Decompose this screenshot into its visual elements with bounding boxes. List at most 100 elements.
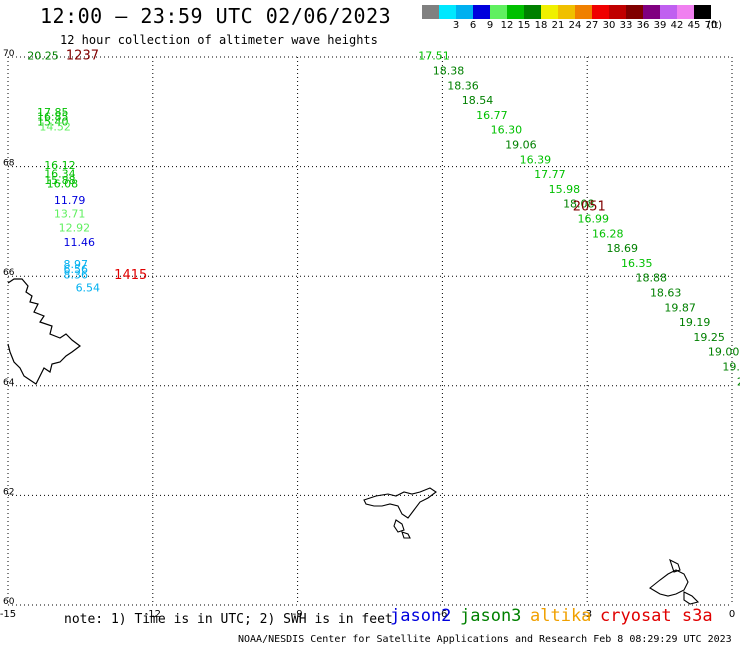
lon-tick-label: -12: [145, 609, 161, 620]
satellite-label-jason3: jason3: [460, 606, 522, 626]
wave-height-label: 19.74: [722, 360, 740, 373]
wave-height-label: 17.77: [534, 168, 566, 181]
wave-height-label: 8.97: [64, 258, 89, 271]
wave-height-label: 17.85: [37, 106, 69, 119]
wave-height-label: 17.51: [418, 50, 450, 63]
legend-swatch: [626, 5, 643, 19]
wave-height-label: 15.40: [37, 116, 69, 129]
lon-tick-label: -3: [582, 609, 592, 620]
pass-time-label: 2051: [573, 199, 606, 214]
lon-tick-label: -15: [0, 609, 16, 620]
legend-swatch: [524, 5, 541, 19]
wave-height-label: 11.46: [64, 236, 96, 249]
legend-tick-label: 9: [486, 20, 494, 31]
wave-height-label: 19.00: [708, 346, 740, 359]
wave-height-label: 8.36: [64, 268, 89, 281]
lon-tick-label: 0: [729, 609, 735, 620]
legend-swatch: [507, 5, 524, 19]
wave-height-label: 6.54: [76, 282, 101, 295]
legend-tick-label: 33: [619, 20, 633, 31]
wave-height-label: 19.06: [505, 139, 537, 152]
footnote: note: 1) Time is in UTC; 2) SWH is in fe…: [64, 612, 393, 627]
map-title: 12:00 – 23:59 UTC 02/06/2023: [40, 4, 392, 28]
legend-tick-label: 24: [568, 20, 582, 31]
legend-swatch: [592, 5, 609, 19]
coastline-faroe-islands: [401, 531, 411, 539]
wave-height-label: 14.52: [39, 120, 71, 133]
wave-height-label: 18.36: [447, 79, 479, 92]
lat-tick-label: 64: [3, 378, 15, 388]
lat-tick-label: 60: [3, 597, 15, 607]
legend-swatch: [660, 5, 677, 19]
wave-height-label: 13.71: [54, 208, 86, 221]
lon-tick-label: -6: [437, 609, 447, 620]
wave-height-label: 18.69: [607, 242, 639, 255]
satellite-label-altika: altika: [530, 606, 592, 626]
coastline-shetland: [649, 569, 689, 597]
pass-time-label: 1237: [66, 49, 99, 64]
coastline-faroe-islands: [393, 519, 405, 533]
wave-height-label: 16.99: [578, 212, 610, 225]
wave-height-label: 16.34: [44, 168, 75, 181]
coastline-shetland: [683, 591, 700, 605]
pass-time-label: 1415: [114, 268, 147, 283]
legend-swatch: [541, 5, 558, 19]
legend-swatch: [643, 5, 660, 19]
legend-tick-label: 36: [636, 20, 650, 31]
legend-swatch: [558, 5, 575, 19]
legend-tick-label: 15: [517, 20, 531, 31]
wave-height-label: 15.98: [549, 183, 581, 196]
wave-height-label: 20.25: [27, 50, 59, 63]
wave-height-label: 18.54: [462, 94, 494, 107]
legend-unit: (ft): [707, 20, 723, 31]
legend-tick-label: 21: [551, 20, 565, 31]
legend-swatch: [439, 5, 456, 19]
wave-height-label: 16.12: [44, 159, 75, 172]
wave-height-label: 11.79: [54, 194, 86, 207]
legend-swatch: [609, 5, 626, 19]
wave-height-label: 16.39: [520, 153, 552, 166]
legend-tick-label: 3: [452, 20, 460, 31]
legend-tick-label: 42: [670, 20, 684, 31]
wave-height-label: 19.19: [679, 316, 711, 329]
legend-tick-label: 70: [704, 20, 718, 31]
legend-swatch: [677, 5, 694, 19]
coastline-iceland: [7, 278, 81, 385]
legend-tick-label: 6: [469, 20, 477, 31]
coastline-faroe-islands: [363, 487, 437, 519]
legend-tick-label: 27: [585, 20, 599, 31]
wave-height-label: 19.87: [664, 301, 696, 314]
wave-height-label: 20.28: [737, 375, 740, 388]
credit-line: NOAA/NESDIS Center for Satellite Applica…: [238, 634, 732, 645]
legend-swatch: [422, 5, 439, 19]
legend-swatch: [490, 5, 507, 19]
wave-height-label: 18.38: [433, 65, 465, 78]
wave-height-label: 16.30: [491, 124, 522, 137]
wave-height-label: 16.77: [476, 109, 508, 122]
coastline-shetland: [669, 558, 681, 573]
lat-tick-label: 66: [3, 268, 15, 278]
wave-height-label: 15.88: [44, 174, 75, 187]
legend-tick-label: 45: [687, 20, 701, 31]
lat-tick-label: 70: [3, 49, 15, 59]
satellite-label-cryosat-s3a: cryosat s3a: [600, 606, 713, 626]
wave-height-label: 18.63: [650, 286, 682, 299]
lat-tick-label: 62: [3, 487, 14, 497]
satellite-label-jason2: jason2: [390, 606, 452, 626]
legend-swatch: [694, 5, 711, 19]
wave-height-label: 6.56: [64, 263, 89, 276]
wave-height-label: 16.08: [47, 177, 79, 190]
legend-tick-label: 12: [500, 20, 514, 31]
legend-tick-label: 30: [602, 20, 616, 31]
map-subtitle: 12 hour collection of altimeter wave hei…: [60, 33, 378, 47]
wave-height-label: 18.88: [635, 272, 667, 285]
legend-tick-label: 39: [653, 20, 667, 31]
legend-swatch: [473, 5, 490, 19]
legend-swatch: [575, 5, 592, 19]
wave-height-label: 19.25: [693, 331, 725, 344]
wave-height-label: 18.08: [563, 198, 595, 211]
wave-height-label: 16.28: [592, 227, 624, 240]
wave-height-label: 16.85: [37, 111, 69, 124]
wave-height-label: 12.92: [59, 221, 91, 234]
